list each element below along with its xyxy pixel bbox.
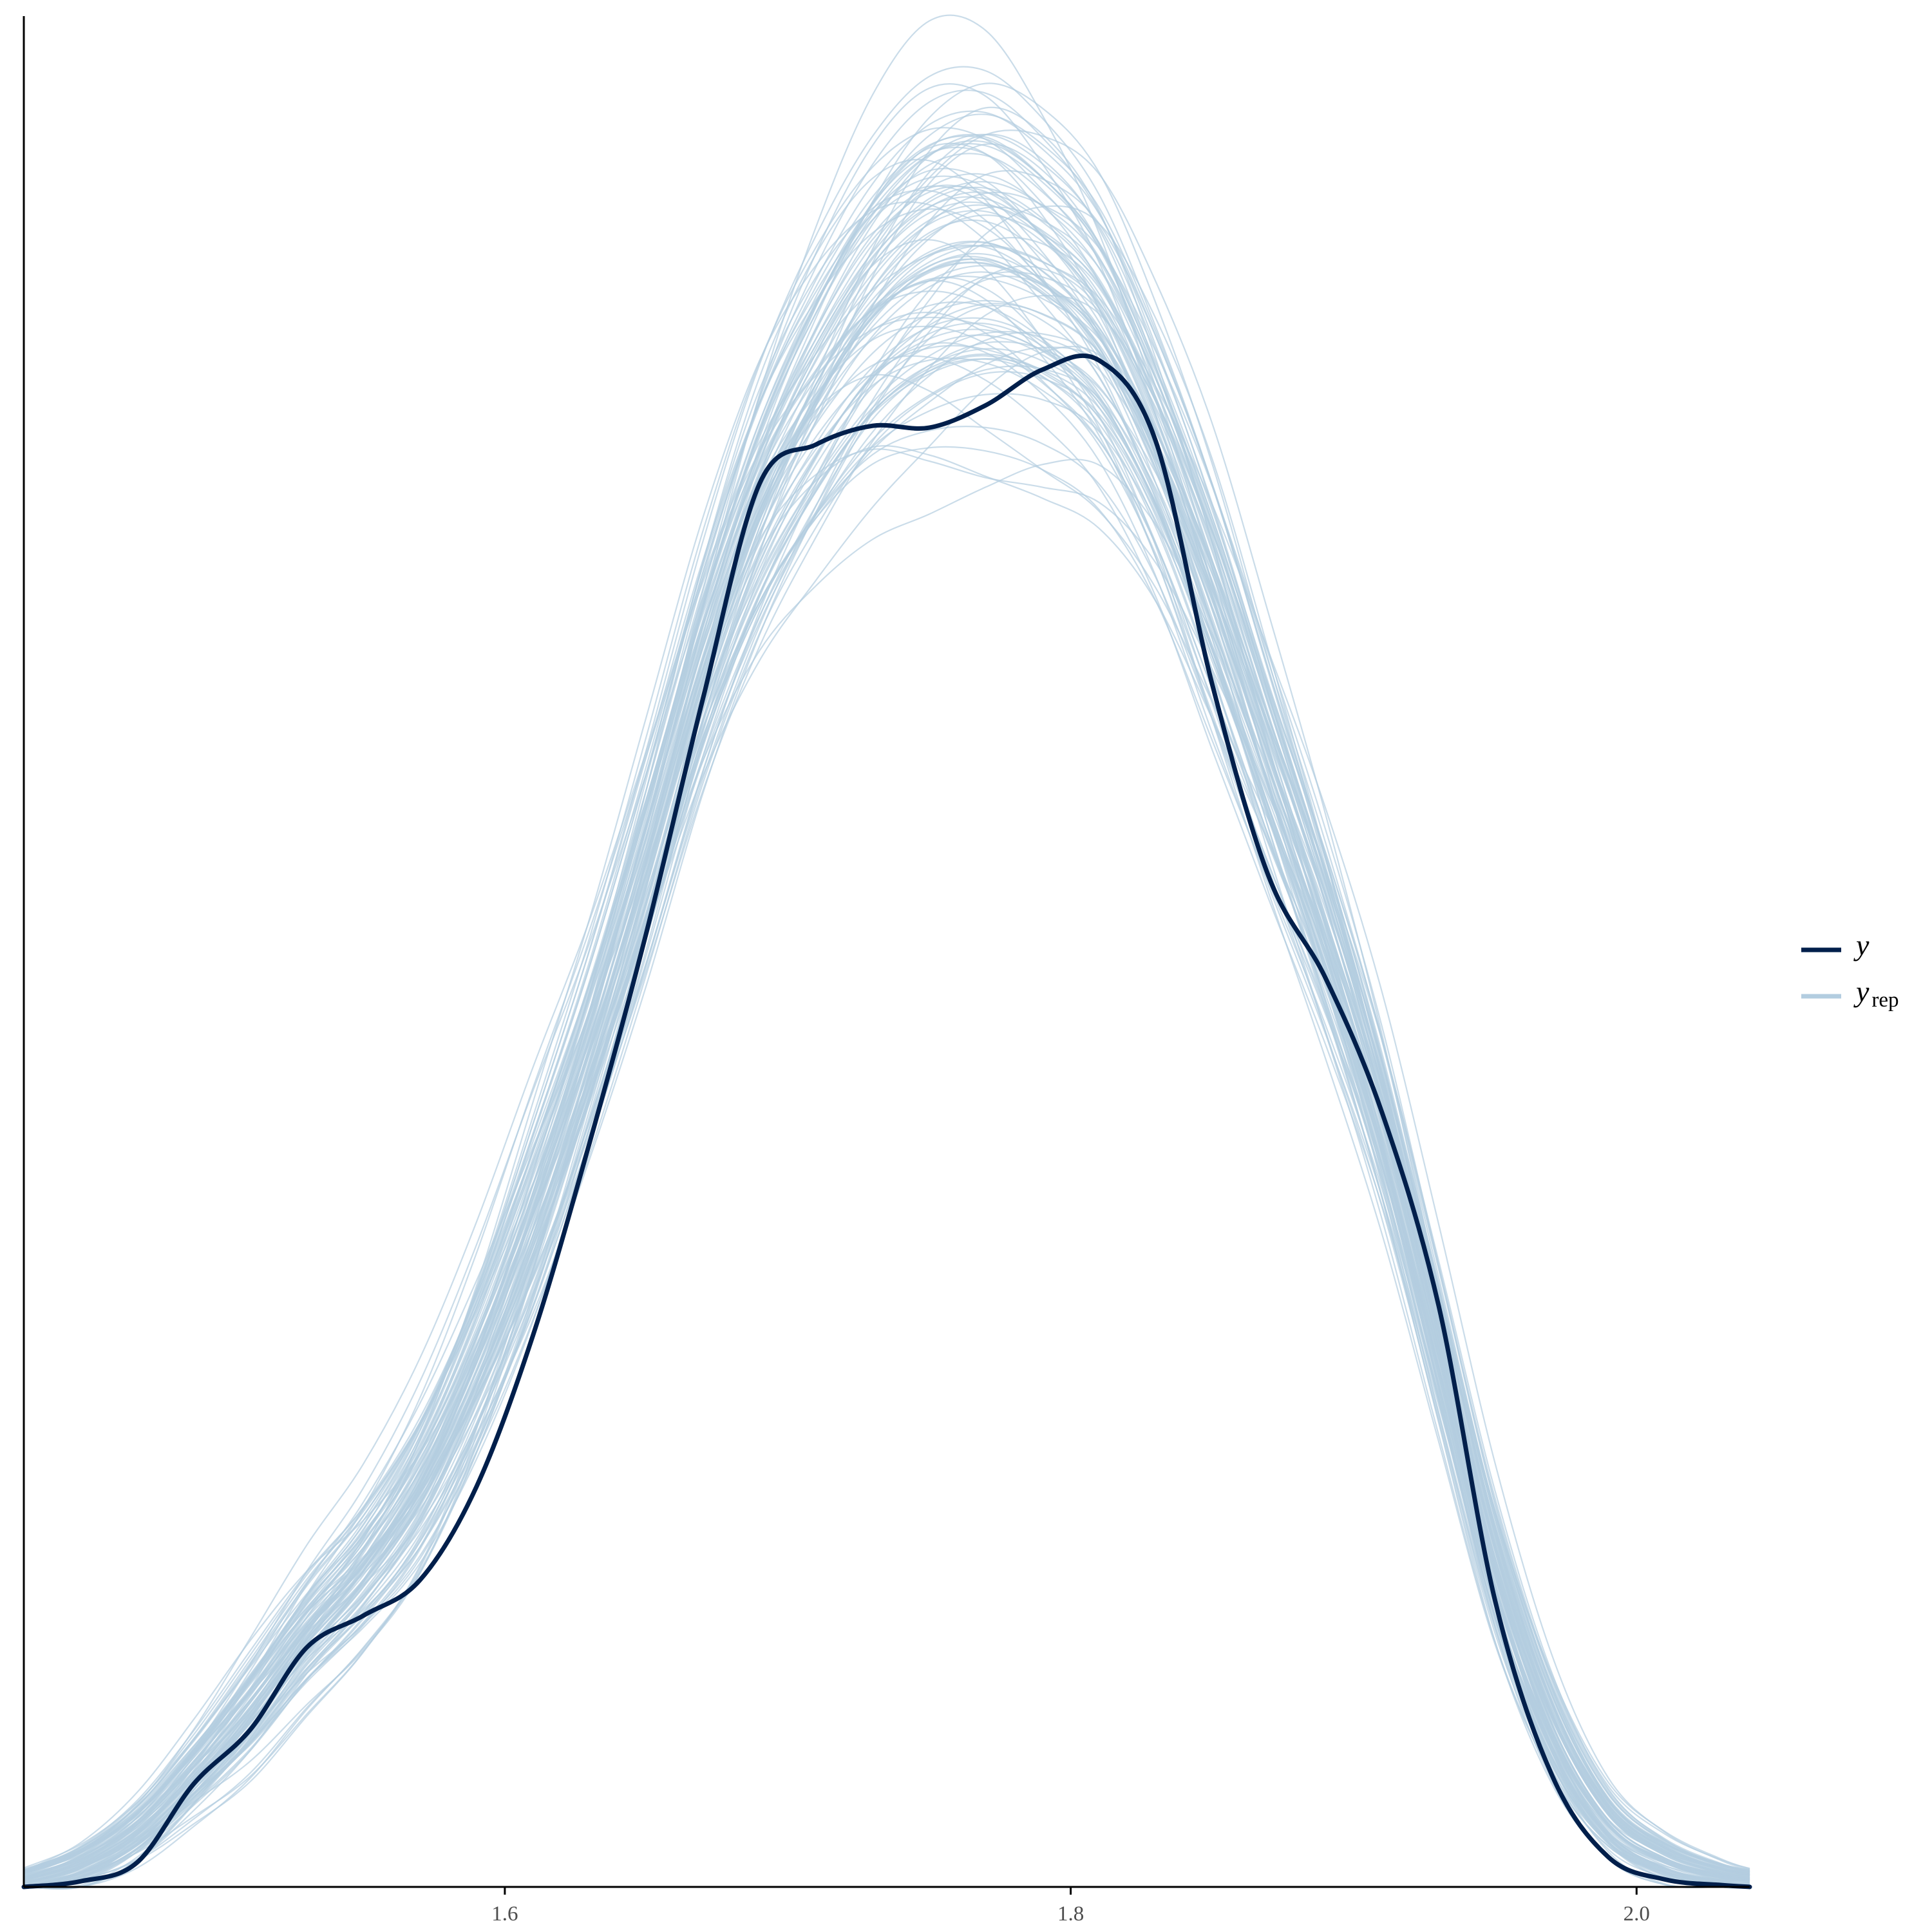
replicate-density-lines — [23, 14, 1750, 1890]
legend-label-observed: y — [1853, 929, 1870, 961]
x-tick-label: 1.6 — [491, 1902, 518, 1926]
replicate-density-line — [23, 252, 1750, 1885]
replicate-density-line — [23, 135, 1750, 1873]
replicate-density-line — [23, 276, 1750, 1888]
replicate-density-line — [23, 445, 1750, 1889]
legend-label-replicated: y rep — [1853, 975, 1899, 1012]
x-tick-label: 1.8 — [1057, 1902, 1084, 1926]
replicate-density-line — [23, 365, 1750, 1889]
replicate-density-line — [23, 258, 1750, 1889]
observed-density-line — [21, 353, 1752, 1889]
replicate-density-line — [23, 371, 1750, 1888]
replicate-density-line — [23, 14, 1750, 1872]
x-axis-ticks: 1.6 1.8 2.0 — [491, 1887, 1650, 1926]
replicate-density-line — [23, 244, 1750, 1888]
legend: y y rep — [1801, 929, 1899, 1012]
replicate-density-line — [23, 334, 1750, 1888]
replicate-density-line — [23, 185, 1750, 1877]
replicate-density-line — [23, 191, 1750, 1876]
x-tick-label: 2.0 — [1624, 1902, 1650, 1926]
replicate-density-line — [23, 245, 1750, 1877]
replicate-density-line — [23, 316, 1750, 1888]
replicate-density-line — [23, 446, 1750, 1889]
replicate-density-line — [23, 258, 1750, 1883]
replicate-density-line — [23, 265, 1750, 1882]
